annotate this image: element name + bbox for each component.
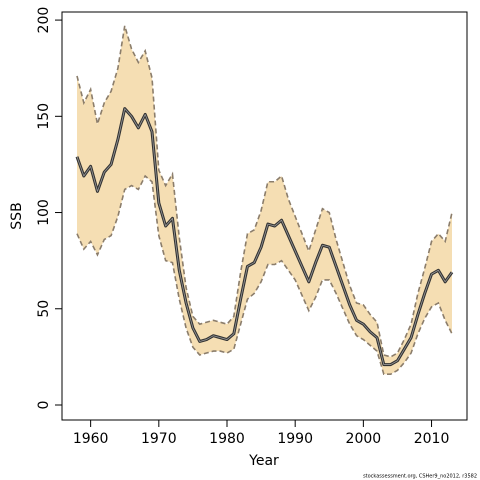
x-tick-label: 1990 bbox=[277, 431, 313, 447]
x-tick-label: 1970 bbox=[141, 431, 177, 447]
y-axis-label: SSB bbox=[9, 202, 25, 229]
y-tick-label: 50 bbox=[36, 300, 52, 318]
x-tick-label: 1960 bbox=[73, 431, 109, 447]
ssb-line-highlight bbox=[76, 108, 453, 365]
y-tick-label: 150 bbox=[36, 103, 52, 130]
y-tick-label: 200 bbox=[36, 7, 52, 34]
x-tick-label: 2000 bbox=[346, 431, 382, 447]
y-tick-label: 100 bbox=[36, 199, 52, 226]
confidence-band bbox=[77, 25, 452, 375]
x-axis-label: Year bbox=[248, 453, 279, 469]
footnote: stockassessment.org, CSHer9_no2012, r358… bbox=[363, 474, 477, 480]
x-tick-label: 2010 bbox=[414, 431, 450, 447]
lower-bound bbox=[76, 174, 453, 375]
y-tick-label: 0 bbox=[36, 401, 52, 410]
x-tick-label: 1980 bbox=[209, 431, 245, 447]
